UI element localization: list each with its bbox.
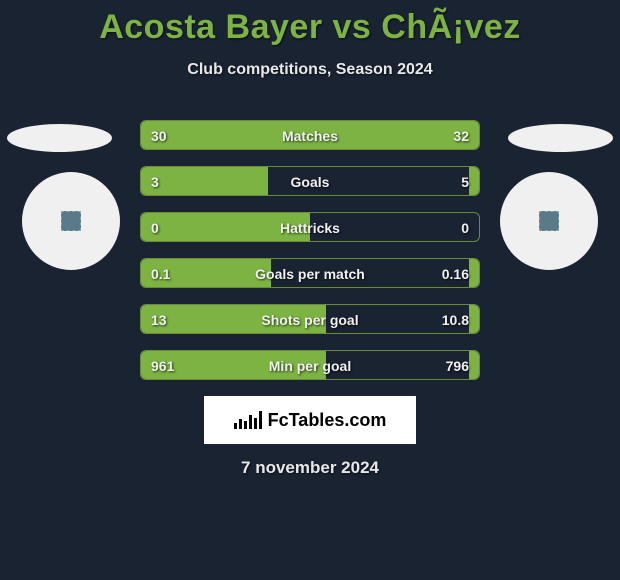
- page-title: Acosta Bayer vs ChÃ¡vez: [0, 0, 620, 47]
- bars-icon: [234, 411, 262, 429]
- placeholder-icon: [539, 211, 559, 231]
- flag-left: [7, 124, 112, 152]
- stat-bars: 3032Matches 35Goals 00Hattricks 0.10.16Goal…: [140, 120, 480, 396]
- stat-row: 35Goals: [140, 166, 480, 196]
- stat-label: Min per goal: [141, 351, 479, 380]
- stat-label: Goals per match: [141, 259, 479, 288]
- stat-row: 0.10.16Goals per match: [140, 258, 480, 288]
- stat-label: Shots per goal: [141, 305, 479, 334]
- logo-text: FcTables.com: [268, 410, 387, 431]
- avatar-right: [500, 172, 598, 270]
- flag-right: [508, 124, 613, 152]
- subtitle: Club competitions, Season 2024: [0, 61, 620, 79]
- avatar-left: [22, 172, 120, 270]
- stat-row: 961796Min per goal: [140, 350, 480, 380]
- date-label: 7 november 2024: [0, 458, 620, 478]
- stat-row: 3032Matches: [140, 120, 480, 150]
- stat-row: 1310.8Shots per goal: [140, 304, 480, 334]
- stat-row: 00Hattricks: [140, 212, 480, 242]
- stat-label: Goals: [141, 167, 479, 196]
- source-logo: FcTables.com: [204, 396, 416, 444]
- stat-label: Hattricks: [141, 213, 479, 242]
- stat-label: Matches: [141, 121, 479, 150]
- placeholder-icon: [61, 211, 81, 231]
